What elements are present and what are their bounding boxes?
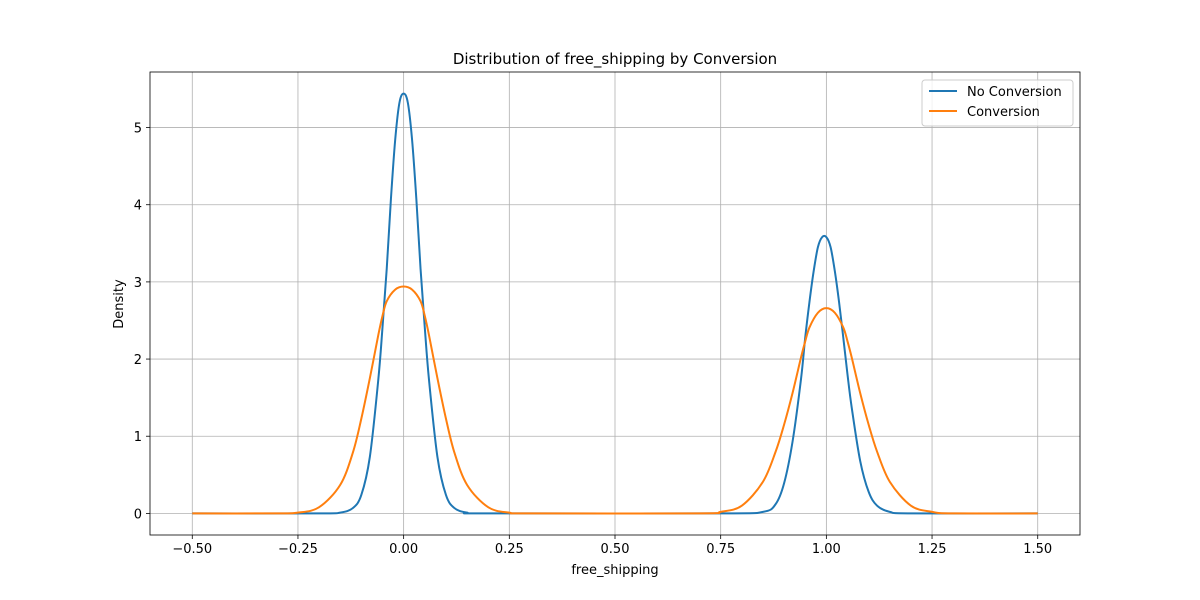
y-tick-label: 2 bbox=[134, 353, 142, 368]
x-tick-label: 0.00 bbox=[389, 542, 418, 557]
y-tick-label: 5 bbox=[134, 122, 142, 137]
legend-box bbox=[921, 79, 1074, 127]
x-tick-label: 0.75 bbox=[706, 542, 735, 557]
y-tick-label: 0 bbox=[134, 507, 142, 522]
chart-title: Distribution of free_shipping by Convers… bbox=[453, 50, 777, 69]
y-axis-label: Density bbox=[112, 279, 127, 329]
x-axis-label: free_shipping bbox=[571, 563, 658, 578]
legend: No Conversion Conversion bbox=[921, 79, 1074, 127]
x-tick-label: −0.25 bbox=[278, 542, 318, 557]
x-tick-label: 1.25 bbox=[918, 542, 947, 557]
y-tick-label: 4 bbox=[134, 199, 142, 214]
series-line-conversion bbox=[192, 285, 1038, 515]
x-tick-label: 0.50 bbox=[601, 542, 630, 557]
y-tick-label: 1 bbox=[134, 430, 142, 445]
series-layer bbox=[192, 92, 1038, 515]
x-tick-label: −0.50 bbox=[172, 542, 212, 557]
x-tick-label: 1.00 bbox=[812, 542, 841, 557]
tick-layer: −0.50 −0.25 0.00 0.25 0.50 0.75 1.00 1.25 1.50 0 1… bbox=[134, 122, 1052, 557]
x-tick-label: 0.25 bbox=[495, 542, 524, 557]
y-tick-label: 3 bbox=[134, 276, 142, 291]
legend-label-conversion: Conversion bbox=[967, 105, 1040, 120]
x-tick-label: 1.50 bbox=[1023, 542, 1052, 557]
legend-label-no-conversion: No Conversion bbox=[967, 85, 1062, 100]
